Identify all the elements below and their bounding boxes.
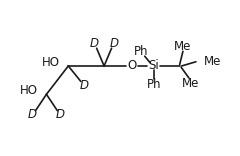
Text: Me: Me (182, 77, 200, 90)
Text: D: D (56, 108, 65, 121)
Text: Me: Me (204, 55, 221, 68)
Text: D: D (109, 37, 119, 50)
Text: Ph: Ph (147, 78, 161, 91)
Text: D: D (90, 37, 99, 50)
Text: HO: HO (19, 84, 37, 97)
Text: O: O (127, 59, 137, 73)
Text: D: D (28, 108, 37, 121)
Text: D: D (79, 79, 88, 92)
Text: Ph: Ph (134, 45, 149, 58)
Text: Si: Si (148, 59, 159, 73)
Text: HO: HO (42, 56, 60, 69)
Text: Me: Me (174, 40, 192, 53)
